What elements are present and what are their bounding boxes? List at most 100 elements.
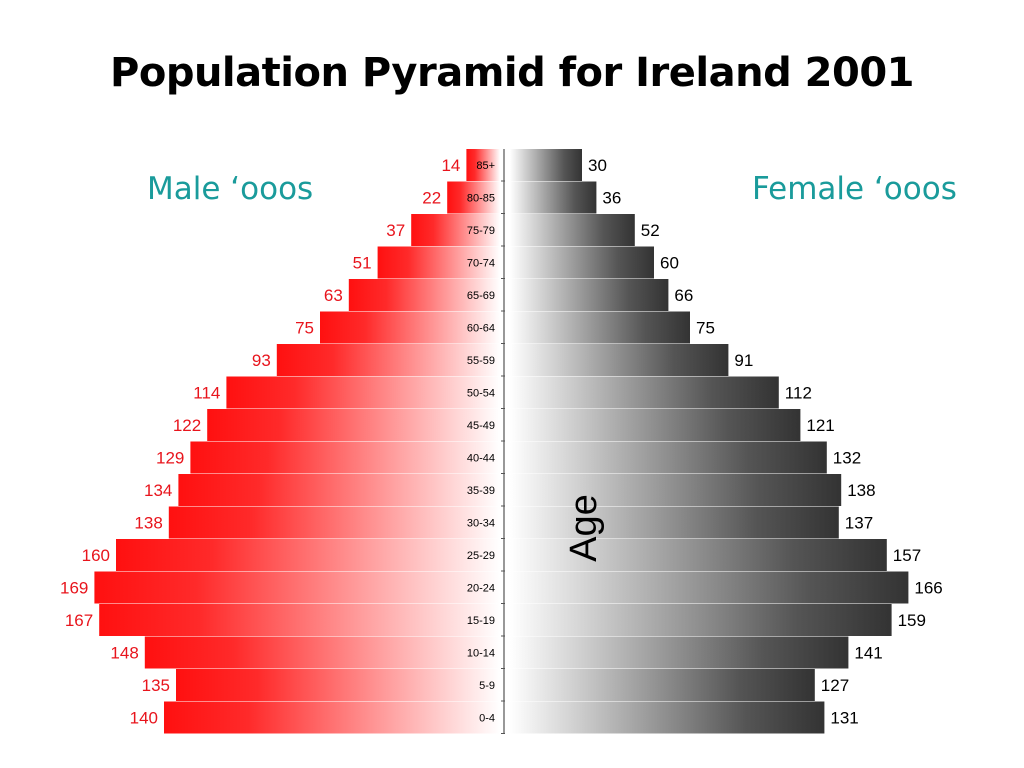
male-bar-10-14 <box>144 636 501 669</box>
male-bar-5-9 <box>176 669 500 701</box>
female-value-5-9: 127 <box>821 676 849 695</box>
male-bar-50-54 <box>226 376 500 409</box>
age-label-5-9: 5-9 <box>479 680 495 692</box>
male-value-40-44: 129 <box>156 449 184 468</box>
female-bar-10-14 <box>510 636 849 669</box>
male-value-85+: 14 <box>441 156 460 175</box>
male-value-60-64: 75 <box>295 319 314 338</box>
female-bar-25-29 <box>510 539 887 571</box>
male-value-65-69: 63 <box>324 286 343 305</box>
female-value-40-44: 132 <box>833 449 861 468</box>
age-label-60-64: 60-64 <box>467 323 495 335</box>
female-value-80-85: 36 <box>602 189 621 208</box>
male-bar-55-59 <box>276 344 500 376</box>
age-label-30-34: 30-34 <box>467 518 495 530</box>
female-bar-15-19 <box>510 604 892 636</box>
male-bar-75-79 <box>411 214 500 246</box>
female-value-45-49: 121 <box>806 416 834 435</box>
female-value-15-19: 159 <box>898 611 926 630</box>
female-value-0-4: 131 <box>830 709 858 728</box>
male-bar-40-44 <box>190 441 500 474</box>
age-label-50-54: 50-54 <box>467 388 495 400</box>
age-label-80-85: 80-85 <box>467 193 495 205</box>
male-axis-label: Male ‘ooos <box>147 171 314 207</box>
male-bar-70-74 <box>377 246 500 279</box>
male-value-70-74: 51 <box>353 254 372 273</box>
age-label-10-14: 10-14 <box>467 648 495 660</box>
male-value-75-79: 37 <box>386 221 405 240</box>
female-bar-80-85 <box>510 181 597 214</box>
age-label-35-39: 35-39 <box>467 485 495 497</box>
female-value-50-54: 112 <box>785 384 812 403</box>
female-value-20-24: 166 <box>914 579 942 598</box>
age-label-55-59: 55-59 <box>467 355 495 367</box>
chart-title: Population Pyramid for Ireland 2001 <box>110 50 914 96</box>
male-bar-60-64 <box>320 311 500 344</box>
male-value-20-24: 169 <box>60 579 88 598</box>
female-bar-40-44 <box>510 441 827 474</box>
male-value-50-54: 114 <box>193 384 220 403</box>
male-value-25-29: 160 <box>82 546 110 565</box>
female-value-60-64: 75 <box>696 319 715 338</box>
male-value-15-19: 167 <box>65 611 93 630</box>
female-bar-0-4 <box>510 701 825 734</box>
female-bar-35-39 <box>510 474 842 506</box>
male-bar-35-39 <box>178 474 500 506</box>
age-label-20-24: 20-24 <box>467 583 495 595</box>
male-bar-80-85 <box>447 181 500 214</box>
male-bar-45-49 <box>207 409 500 441</box>
female-value-55-59: 91 <box>734 351 753 370</box>
age-label-0-4: 0-4 <box>479 713 495 725</box>
male-bars <box>94 149 501 734</box>
female-bar-45-49 <box>510 409 801 441</box>
female-value-25-29: 157 <box>893 546 921 565</box>
female-value-75-79: 52 <box>641 221 660 240</box>
female-bar-65-69 <box>510 279 669 311</box>
female-value-30-34: 137 <box>845 514 873 533</box>
female-value-35-39: 138 <box>847 481 875 500</box>
female-bars <box>510 149 909 734</box>
female-value-85+: 30 <box>588 156 607 175</box>
male-bar-15-19 <box>99 604 500 636</box>
male-value-45-49: 122 <box>173 416 201 435</box>
age-label-45-49: 45-49 <box>467 420 495 432</box>
male-bar-30-34 <box>168 506 501 539</box>
age-axis-title: Age <box>563 494 605 562</box>
male-value-80-85: 22 <box>422 189 441 208</box>
age-label-40-44: 40-44 <box>467 453 495 465</box>
female-bar-70-74 <box>510 246 654 279</box>
age-label-25-29: 25-29 <box>467 550 495 562</box>
female-bar-30-34 <box>510 506 839 539</box>
age-label-15-19: 15-19 <box>467 615 495 627</box>
female-bar-20-24 <box>510 571 909 604</box>
female-bar-60-64 <box>510 311 690 344</box>
male-value-0-4: 140 <box>130 709 158 728</box>
female-axis-label: Female ‘ooos <box>752 171 957 207</box>
male-bar-65-69 <box>348 279 500 311</box>
male-bar-85+ <box>466 149 500 181</box>
age-label-85+: 85+ <box>476 160 495 172</box>
female-bar-75-79 <box>510 214 635 246</box>
male-bar-20-24 <box>94 571 501 604</box>
male-value-55-59: 93 <box>252 351 271 370</box>
age-category-labels: 85+ 80-85 75-79 70-74 65-69 60-64 55-59 50-54 45… <box>467 160 495 725</box>
age-label-65-69: 65-69 <box>467 290 495 302</box>
male-bar-25-29 <box>116 539 500 571</box>
male-bar-0-4 <box>164 701 500 734</box>
female-value-70-74: 60 <box>660 254 679 273</box>
male-value-35-39: 134 <box>144 481 172 500</box>
male-value-5-9: 135 <box>142 676 170 695</box>
age-label-70-74: 70-74 <box>467 258 495 270</box>
female-value-65-69: 66 <box>674 286 693 305</box>
female-bar-5-9 <box>510 669 815 701</box>
male-value-30-34: 138 <box>134 514 162 533</box>
female-bar-50-54 <box>510 376 779 409</box>
female-bar-55-59 <box>510 344 729 376</box>
female-bar-85+ <box>510 149 582 181</box>
age-label-75-79: 75-79 <box>467 225 495 237</box>
age-axis-bracket <box>501 149 505 734</box>
male-value-10-14: 148 <box>110 644 138 663</box>
